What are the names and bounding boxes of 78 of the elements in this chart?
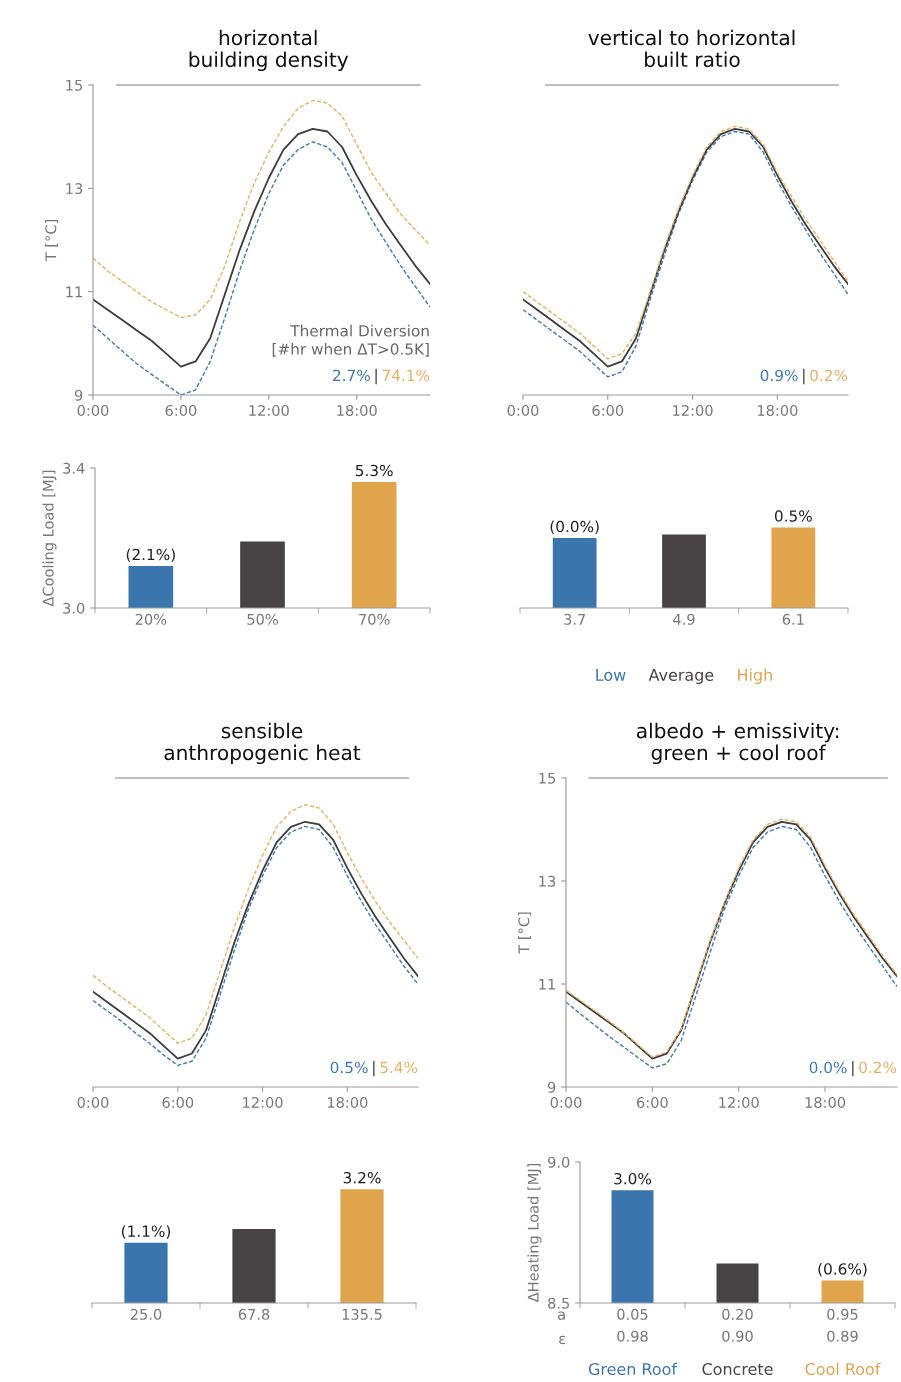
annotation: 5.4%	[380, 1061, 418, 1074]
annotation: (0.0%)	[550, 520, 599, 535]
y-tick-label: 13	[539, 875, 556, 887]
chart-title: vertical to horizontal built ratio	[588, 29, 795, 68]
y-tick-label: 8.5	[548, 1297, 569, 1309]
x-tick-label: 18:00	[757, 404, 798, 417]
y-tick-label: 9	[74, 389, 83, 401]
y-tick-label: 11	[66, 286, 82, 298]
y-tick-label: 9	[547, 1081, 556, 1093]
chart-title: sensible anthropogenic heat	[164, 722, 361, 765]
annotation: 3.2%	[343, 1171, 381, 1184]
x-tick-label: 12:00	[673, 404, 713, 417]
x-tick-label: 67.8	[238, 1308, 270, 1320]
text: Green Roof	[588, 1362, 678, 1376]
y-tick-label: 11	[539, 978, 555, 990]
x-tick-label: 50%	[247, 613, 278, 625]
annotation: 0.5%	[774, 510, 812, 522]
text: Average	[648, 669, 714, 685]
text: Cool Roof	[805, 1362, 881, 1376]
x-tick-label: 6:00	[165, 404, 197, 417]
x-tick-label: 0:00	[77, 1096, 109, 1109]
x-tick-label: 6:00	[162, 1096, 194, 1109]
x-tick-label: 12:00	[243, 1096, 283, 1109]
annotation: 0.5%	[330, 1061, 368, 1074]
annotation: (1.1%)	[121, 1225, 171, 1239]
annotation: 0.2%	[810, 369, 848, 382]
annotation: 0.2%	[859, 1061, 897, 1074]
text: Low	[596, 669, 626, 681]
x-tick-label: 12:00	[249, 404, 289, 417]
y-tick-label: 3.4	[63, 462, 85, 474]
annotation: 5.3%	[355, 464, 393, 477]
y-axis-title: T [°C]	[45, 220, 59, 262]
text: a	[558, 1311, 565, 1320]
x-tick-label: 0.05 0.98	[617, 1308, 648, 1342]
y-tick-label: 13	[66, 183, 83, 195]
x-tick-label: 6:00	[592, 404, 624, 417]
annotation: (2.1%)	[126, 548, 175, 563]
annotation: 74.1%	[382, 369, 430, 382]
text: Concrete	[702, 1363, 773, 1376]
chart-title: horizontal building density	[189, 29, 349, 72]
annotation: 0.0%	[809, 1061, 847, 1074]
y-tick-label: 15	[539, 772, 555, 784]
annotation: |	[373, 1060, 375, 1077]
text: ε	[559, 1335, 566, 1345]
x-tick-label: 135.5	[342, 1308, 382, 1320]
line-series	[93, 99, 430, 319]
x-tick-label: 0:00	[77, 404, 109, 417]
x-tick-label: 0:00	[550, 1096, 582, 1109]
y-tick-label: 15	[66, 79, 82, 91]
y-tick-label: 9.0	[548, 1156, 570, 1168]
x-tick-label: 0.95 0.89	[827, 1308, 858, 1342]
y-axis-title: ΔCooling Load [MJ]	[42, 470, 57, 607]
annotation: (0.6%)	[818, 1262, 867, 1277]
annotation: 2.7%	[333, 369, 370, 382]
y-axis-title: ΔHeating Load [MJ]	[527, 1163, 542, 1303]
x-tick-label: 0:00	[507, 404, 539, 417]
y-tick-label: 3.0	[63, 602, 85, 614]
x-tick-label: 4.9	[673, 613, 695, 625]
x-tick-label: 3.7	[564, 613, 586, 625]
x-tick-label: 18:00	[337, 404, 377, 417]
x-tick-label: 25.0	[130, 1308, 162, 1320]
x-tick-label: 18:00	[327, 1096, 368, 1109]
annotation: Thermal Diversion [#hr when ΔT>0.5K]	[272, 324, 429, 357]
x-tick-label: 12:00	[719, 1096, 759, 1109]
annotation: 0.9%	[760, 369, 798, 382]
x-tick-label: 6.1	[782, 613, 804, 625]
x-tick-label: 0.20 0.90	[722, 1308, 753, 1342]
annotation: |	[803, 368, 805, 385]
chart-title: albedo + emissivity: green + cool roof	[636, 722, 839, 765]
x-tick-label: 18:00	[805, 1096, 846, 1109]
x-tick-label: 6:00	[636, 1096, 668, 1109]
x-tick-label: 70%	[359, 613, 390, 625]
annotation: |	[852, 1060, 854, 1077]
text: High	[738, 668, 772, 685]
annotation: 3.0%	[614, 1172, 652, 1185]
annotation: |	[375, 368, 377, 385]
x-tick-label: 20%	[135, 613, 167, 625]
y-axis-title: T [°C]	[518, 912, 532, 954]
